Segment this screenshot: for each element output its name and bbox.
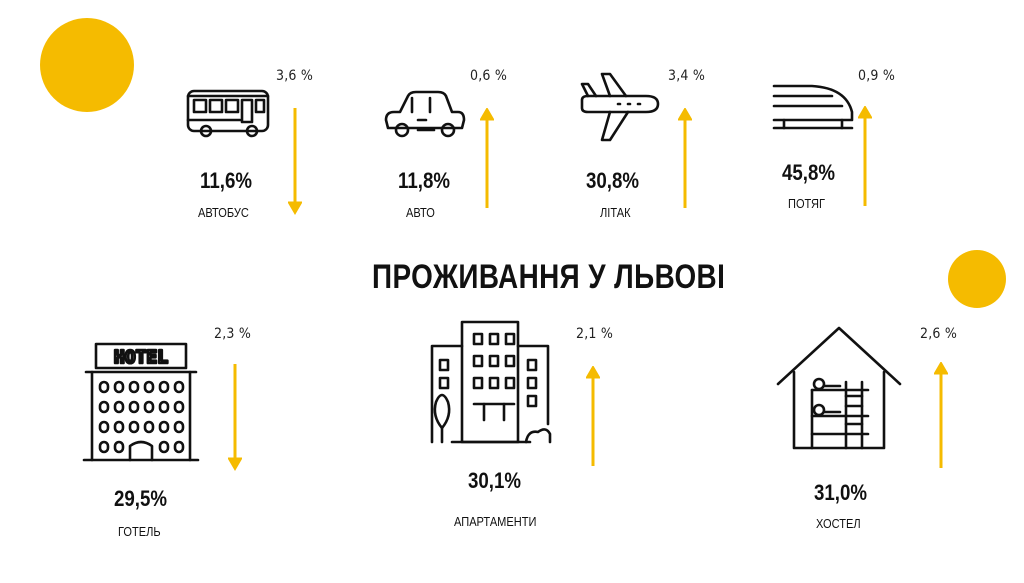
plane-icon [580, 72, 660, 142]
arrow-up-icon [934, 362, 948, 468]
apartments-share: 30,1% [468, 468, 522, 493]
decorative-circle-right [948, 250, 1006, 308]
transport-card-car: 0,6 % 11,8% АВТО [380, 60, 530, 230]
hostel-icon [776, 326, 902, 450]
hotel-label: ГОТЕЛЬ [118, 524, 161, 539]
hotel-icon: HOTEL [82, 342, 200, 462]
train-label: ПОТЯГ [788, 196, 826, 211]
arrow-down-icon [228, 364, 242, 471]
train-share: 45,8% [782, 160, 836, 185]
arrow-up-icon [858, 106, 872, 206]
car-share: 11,8% [398, 168, 450, 193]
accommodation-card-hostel: 2,6 % 31,0% ХОСТЕЛ [770, 318, 990, 548]
accommodation-card-hotel: HOTEL 2,3 % 29,5% ГОТЕЛЬ [80, 320, 280, 550]
arrow-up-icon [678, 108, 692, 208]
car-icon [384, 90, 466, 138]
accommodation-card-apartments: 2,1 % 30,1% АПАРТАМЕНТИ [420, 310, 640, 540]
hostel-change: 2,6 % [920, 326, 957, 342]
arrow-up-icon [586, 366, 600, 466]
train-icon [772, 84, 854, 130]
plane-change: 3,4 % [668, 68, 705, 84]
train-change: 0,9 % [858, 68, 895, 84]
bus-change: 3,6 % [276, 68, 313, 84]
hotel-share: 29,5% [114, 486, 168, 511]
decorative-circle-top-left [40, 18, 134, 112]
transport-card-bus: 3,6 % 11,6% АВТОБУС [180, 60, 330, 230]
apartments-label: АПАРТАМЕНТИ [454, 514, 537, 529]
transport-card-plane: 3,4 % 30,8% ЛІТАК [572, 60, 722, 230]
plane-label: ЛІТАК [600, 205, 631, 220]
hotel-sign-text: HOTEL [114, 347, 168, 368]
plane-share: 30,8% [586, 168, 640, 193]
bus-share: 11,6% [200, 168, 252, 193]
hostel-label: ХОСТЕЛ [816, 516, 861, 531]
hostel-share: 31,0% [814, 480, 868, 505]
hotel-change: 2,3 % [214, 326, 251, 342]
apartments-icon [430, 320, 552, 444]
car-change: 0,6 % [470, 68, 507, 84]
apartments-change: 2,1 % [576, 326, 613, 342]
transport-card-train: 0,9 % 45,8% ПОТЯГ [770, 60, 920, 230]
page-title: ПРОЖИВАННЯ У ЛЬВОВІ [372, 258, 726, 296]
bus-icon [186, 89, 270, 138]
arrow-up-icon [480, 108, 494, 208]
car-label: АВТО [406, 205, 435, 220]
bus-label: АВТОБУС [198, 205, 249, 220]
arrow-down-icon [288, 108, 302, 215]
